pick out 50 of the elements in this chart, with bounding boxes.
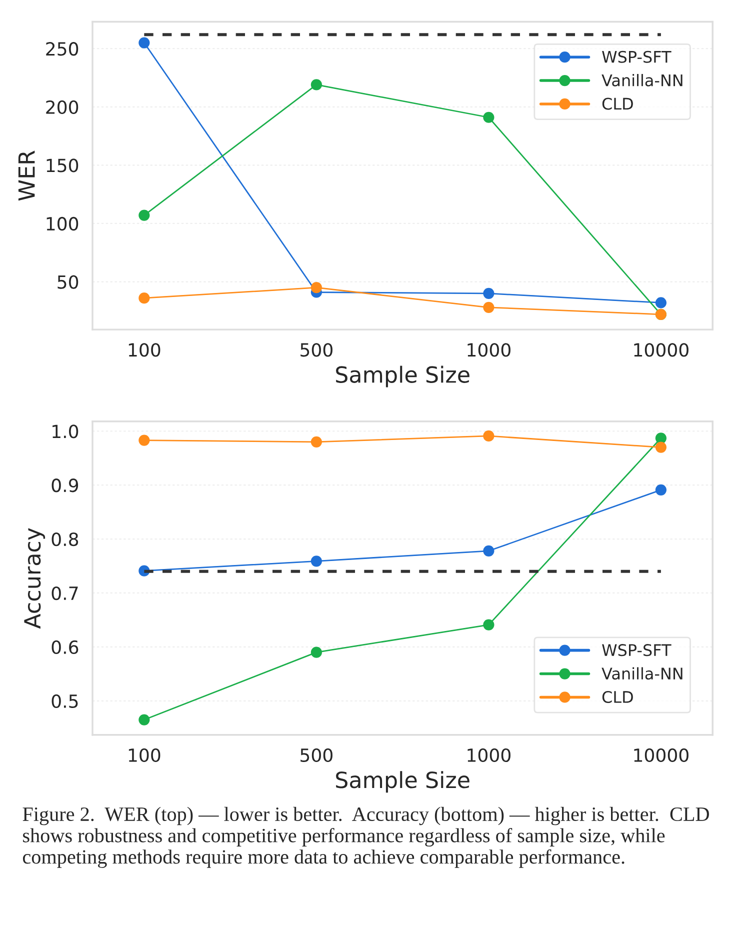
point [138, 714, 150, 726]
point [310, 556, 322, 567]
point [310, 436, 322, 448]
point [138, 434, 150, 446]
legend-label: WSP-SFT [602, 50, 672, 63]
x-axis-title: Sample Size [336, 366, 470, 388]
y-tick-label: 0.8 [52, 532, 78, 546]
x-axis-title: Sample Size [336, 771, 470, 793]
point [310, 282, 322, 294]
y-tick-label: 200 [46, 100, 78, 114]
legend-label: CLD [602, 690, 633, 704]
point [483, 545, 494, 556]
point [483, 112, 494, 123]
point [483, 430, 494, 442]
x-tick-label: 10000 [634, 748, 688, 762]
y-tick-label: 0.6 [52, 640, 78, 654]
x-tick-label: 1000 [468, 343, 510, 357]
y-axis-title: Accuracy [24, 528, 46, 629]
y-tick-label: 0.5 [52, 694, 78, 708]
point [655, 297, 666, 308]
point [483, 288, 494, 299]
y-tick-label: 150 [46, 158, 78, 172]
y-tick-label: 100 [46, 216, 78, 231]
point [138, 292, 150, 304]
point [655, 484, 666, 496]
caption: Figure 2. WER (top) — lower is better. Accuracy (bottom) — higher is better. CLD shows robustness and competitive performance regardless of sample size, while competing methods require more data to achieve comparable performance. [22, 806, 709, 868]
x-tick-label: 500 [300, 748, 332, 762]
point [655, 432, 666, 444]
y-tick-label: 50 [58, 275, 78, 289]
x-tick-label: 100 [128, 748, 160, 762]
point [138, 37, 150, 48]
point [655, 442, 666, 453]
point [483, 302, 494, 313]
legend-label: Vanilla-NN [602, 74, 682, 86]
x-tick-label: 500 [300, 343, 332, 357]
legend-label: CLD [602, 98, 633, 110]
point [138, 210, 150, 221]
point [310, 79, 322, 90]
y-axis-title: WER [18, 150, 35, 201]
y-tick-label: 0.9 [52, 478, 78, 492]
y-tick-label: 1.0 [52, 424, 78, 438]
x-tick-label: 1000 [468, 748, 510, 762]
legend-label: WSP-SFT [602, 644, 672, 656]
x-tick-label: 10000 [634, 343, 688, 357]
legend-label: Vanilla-NN [602, 667, 682, 680]
y-tick-label: 250 [46, 42, 78, 56]
y-tick-label: 0.7 [52, 586, 78, 600]
point [483, 619, 494, 630]
point [310, 646, 322, 658]
x-tick-label: 100 [128, 343, 160, 357]
